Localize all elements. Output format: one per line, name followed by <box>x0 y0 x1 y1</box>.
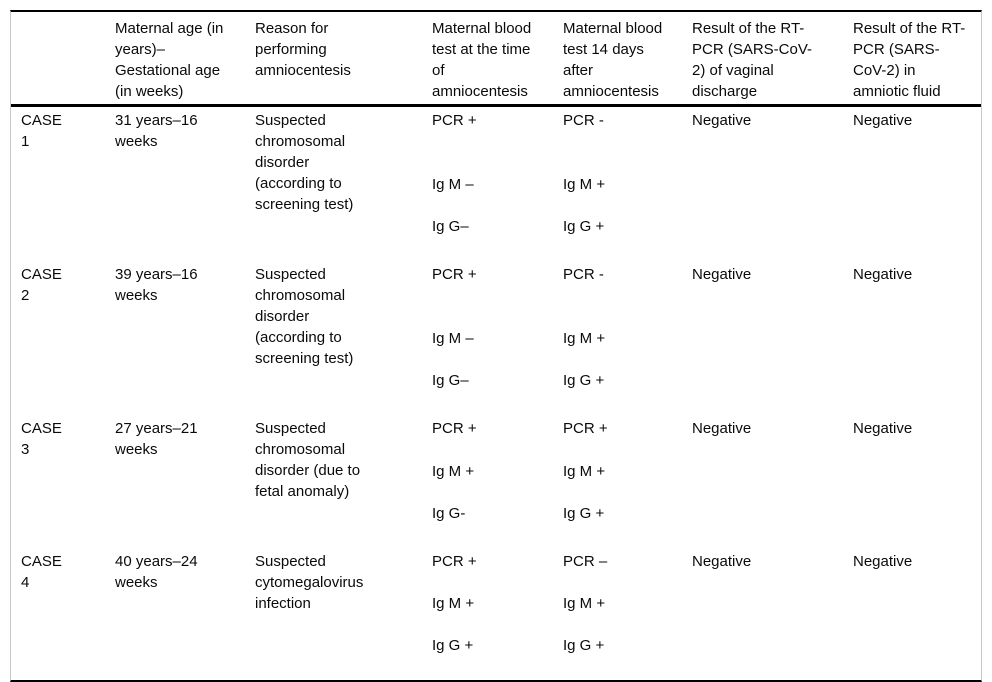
igg-result-14d: Ig G + <box>563 372 605 389</box>
table-row: CASE 1 31 years–16 weeks Suspected chrom… <box>11 107 981 261</box>
maternal-gestational-age-cell: 31 years–16 weeks <box>115 112 198 150</box>
blood-test-at-amnio-cell: PCR + Ig M + Ig G + <box>422 548 553 680</box>
pcr-result-14d: PCR - <box>563 112 604 129</box>
column-header-blood-test-at-amnio: Maternal blood test at the time of amnio… <box>432 20 532 100</box>
blood-test-14d-cell: PCR + Ig M + Ig G + <box>553 415 682 548</box>
pcr-result-at-amnio: PCR + <box>432 420 477 437</box>
table-header-row: Maternal age (in years)– Gestational age… <box>11 12 981 107</box>
blood-test-14d-cell: PCR - Ig M + Ig G + <box>553 261 682 415</box>
table-row: CASE 3 27 years–21 weeks Suspected chrom… <box>11 415 981 548</box>
column-header-rtpcr-amniotic: Result of the RT- PCR (SARS- CoV-2) in a… <box>853 20 966 100</box>
igm-result-at-amnio: Ig M – <box>432 330 474 347</box>
blood-test-at-amnio-cell: PCR + Ig M + Ig G- <box>422 415 553 548</box>
reason-cell: Suspected chromosomal disorder (accordin… <box>255 266 354 367</box>
column-header-reason: Reason for performing amniocentesis <box>255 20 351 79</box>
vaginal-discharge-result-cell: Negative <box>692 420 752 437</box>
pcr-result-14d: PCR - <box>563 266 604 283</box>
igg-result-at-amnio: Ig G + <box>432 637 474 654</box>
reason-cell: Suspected chromosomal disorder (accordin… <box>255 112 354 213</box>
igm-result-at-amnio: Ig M + <box>432 463 475 480</box>
column-header-case <box>11 12 105 104</box>
column-header-maternal-age: Maternal age (in years)– Gestational age… <box>115 20 224 100</box>
pcr-result-14d: PCR – <box>563 553 608 570</box>
maternal-gestational-age-cell: 39 years–16 weeks <box>115 266 198 304</box>
vaginal-discharge-result-cell: Negative <box>692 266 752 283</box>
case-label: CASE 3 <box>21 420 62 458</box>
amniotic-fluid-result-cell: Negative <box>853 420 913 437</box>
igm-result-14d: Ig M + <box>563 330 606 347</box>
column-header-blood-test-14d: Maternal blood test 14 days after amnioc… <box>563 20 663 100</box>
column-header-rtpcr-vaginal: Result of the RT- PCR (SARS-CoV- 2) of v… <box>692 20 813 100</box>
ig-results-at-amnio: Ig M + Ig G + <box>432 572 541 677</box>
igg-result-14d: Ig G + <box>563 505 605 522</box>
igm-result-14d: Ig M + <box>563 595 606 612</box>
vaginal-discharge-result-cell: Negative <box>692 553 752 570</box>
ig-results-14d: Ig M + Ig G + <box>563 153 670 258</box>
table-row: CASE 4 40 years–24 weeks Suspected cytom… <box>11 548 981 680</box>
ig-results-14d: Ig M + Ig G + <box>563 572 670 677</box>
igg-result-at-amnio: Ig G– <box>432 372 469 389</box>
pcr-result-at-amnio: PCR + <box>432 553 477 570</box>
pcr-result-at-amnio: PCR + <box>432 112 477 129</box>
amniotic-fluid-result-cell: Negative <box>853 266 913 283</box>
table-body: CASE 1 31 years–16 weeks Suspected chrom… <box>11 107 981 680</box>
ig-results-at-amnio: Ig M – Ig G– <box>432 153 541 258</box>
ig-results-at-amnio: Ig M + Ig G- <box>432 440 541 545</box>
igg-result-at-amnio: Ig G- <box>432 505 466 522</box>
blood-test-14d-cell: PCR - Ig M + Ig G + <box>553 107 682 261</box>
ig-results-14d: Ig M + Ig G + <box>563 440 670 545</box>
ig-results-at-amnio: Ig M – Ig G– <box>432 307 541 412</box>
maternal-gestational-age-cell: 27 years–21 weeks <box>115 420 198 458</box>
amniotic-fluid-result-cell: Negative <box>853 112 913 129</box>
igm-result-at-amnio: Ig M + <box>432 595 475 612</box>
amniotic-fluid-result-cell: Negative <box>853 553 913 570</box>
blood-test-14d-cell: PCR – Ig M + Ig G + <box>553 548 682 680</box>
igm-result-at-amnio: Ig M – <box>432 176 474 193</box>
case-label: CASE 4 <box>21 553 62 591</box>
blood-test-at-amnio-cell: PCR + Ig M – Ig G– <box>422 107 553 261</box>
pcr-result-at-amnio: PCR + <box>432 266 477 283</box>
reason-cell: Suspected chromosomal disorder (due to f… <box>255 420 361 500</box>
table-row: CASE 2 39 years–16 weeks Suspected chrom… <box>11 261 981 415</box>
reason-cell: Suspected cytomegalovirus infection <box>255 553 364 612</box>
igm-result-14d: Ig M + <box>563 176 606 193</box>
igg-result-14d: Ig G + <box>563 637 605 654</box>
vaginal-discharge-result-cell: Negative <box>692 112 752 129</box>
case-label: CASE 2 <box>21 266 62 304</box>
igg-result-14d: Ig G + <box>563 218 605 235</box>
pcr-result-14d: PCR + <box>563 420 608 437</box>
cases-table: Maternal age (in years)– Gestational age… <box>10 10 982 682</box>
case-label: CASE 1 <box>21 112 62 150</box>
igg-result-at-amnio: Ig G– <box>432 218 469 235</box>
blood-test-at-amnio-cell: PCR + Ig M – Ig G– <box>422 261 553 415</box>
maternal-gestational-age-cell: 40 years–24 weeks <box>115 553 198 591</box>
igm-result-14d: Ig M + <box>563 463 606 480</box>
ig-results-14d: Ig M + Ig G + <box>563 307 670 412</box>
